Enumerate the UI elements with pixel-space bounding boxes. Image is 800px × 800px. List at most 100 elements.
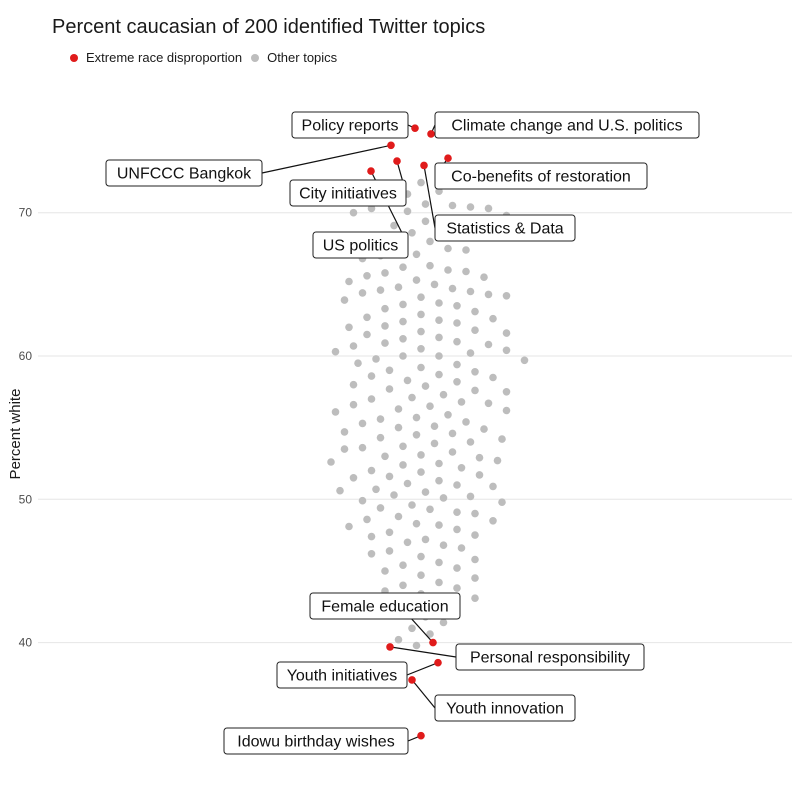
other-topic-point-37 — [448, 284, 457, 293]
label-text-co-benefits-of-restoration: Co-benefits of restoration — [451, 169, 631, 186]
other-topic-point-87 — [421, 382, 430, 390]
other-topic-point-55 — [453, 319, 461, 327]
other-topic-point-11 — [349, 208, 358, 217]
other-topic-point-144 — [498, 498, 506, 507]
other-topic-point-15 — [390, 221, 398, 230]
other-topic-point-90 — [502, 388, 511, 396]
label-box-policy-reports — [291, 111, 409, 139]
label-box-climate-change-and-u-s-politics — [434, 111, 700, 139]
other-topic-point-109 — [340, 428, 349, 436]
label-leader-lines — [261, 124, 457, 742]
other-topic-point-27 — [399, 263, 407, 272]
legend: Extreme race disproportion Other topics — [70, 50, 346, 65]
other-topic-point-131 — [385, 472, 394, 481]
other-topic-point-163 — [457, 544, 466, 552]
other-topic-point-61 — [363, 330, 371, 339]
other-topic-point-88 — [385, 385, 394, 393]
extreme-point-climate-change-and-u-s-politics — [427, 130, 435, 138]
other-topic-point-68 — [417, 345, 425, 353]
other-topic-point-66 — [484, 340, 493, 349]
other-topic-point-29 — [462, 267, 470, 276]
point-label-us-politics: US politics — [312, 231, 409, 259]
other-topic-point-77 — [453, 360, 461, 369]
other-topic-point-156 — [453, 525, 461, 534]
other-topic-point-175 — [399, 581, 407, 590]
other-topic-point-33 — [412, 276, 421, 284]
other-topic-point-58 — [471, 326, 479, 335]
other-topic-point-65 — [381, 339, 389, 347]
other-topic-point-28 — [444, 266, 452, 274]
other-topic-point-166 — [417, 552, 425, 561]
point-label-unfccc-bangkok: UNFCCC Bangkok — [105, 159, 263, 187]
other-topic-point-184 — [439, 618, 448, 627]
other-topic-point-54 — [399, 317, 407, 326]
other-topic-point-143 — [358, 496, 367, 505]
other-topic-point-51 — [363, 313, 371, 322]
other-topic-point-21 — [444, 244, 452, 253]
other-topic-point-31 — [363, 272, 371, 280]
other-topic-point-40 — [358, 289, 367, 297]
other-topic-point-149 — [471, 509, 479, 518]
other-topic-point-78 — [417, 363, 425, 372]
extreme-point-us-politics — [367, 167, 375, 175]
other-topic-point-107 — [394, 423, 403, 432]
label-box-youth-innovation — [434, 694, 576, 722]
other-topic-point-121 — [381, 452, 389, 461]
other-topic-point-174 — [435, 578, 443, 587]
other-topic-point-13 — [421, 217, 430, 226]
y-tick-labels: 40 50 60 70 — [19, 206, 33, 650]
other-topic-point-158 — [471, 531, 479, 539]
other-topic-point-98 — [394, 405, 403, 413]
other-topic-point-47 — [453, 302, 461, 310]
other-topic-point-85 — [453, 378, 461, 386]
other-topic-point-147 — [426, 505, 434, 514]
other-topic-point-152 — [489, 517, 497, 525]
other-topic-point-146 — [376, 504, 385, 512]
extreme-point-city-initiatives — [393, 157, 401, 165]
other-topic-point-74 — [372, 355, 380, 363]
other-topic-point-32 — [480, 273, 488, 282]
point-label-city-initiatives: City initiatives — [289, 179, 407, 207]
other-topic-point-142 — [439, 494, 448, 502]
other-topic-point-60 — [502, 329, 511, 337]
other-topic-point-187 — [394, 635, 403, 644]
other-topic-point-135 — [453, 481, 461, 489]
other-topic-point-172 — [417, 571, 425, 579]
other-topic-point-125 — [435, 459, 443, 468]
other-topic-point-108 — [480, 425, 488, 433]
other-topic-point-151 — [363, 515, 371, 524]
other-topic-point-69 — [502, 346, 511, 355]
other-topic-point-139 — [421, 488, 430, 496]
point-label-policy-reports: Policy reports — [291, 111, 409, 139]
label-box-female-education — [309, 592, 461, 620]
point-label-youth-innovation: Youth innovation — [434, 694, 576, 722]
y-tick-label-50: 50 — [19, 492, 33, 506]
other-topic-point-96 — [349, 400, 358, 409]
other-topic-point-64 — [453, 337, 461, 346]
other-topic-point-97 — [426, 402, 434, 411]
label-text-statistics-data: Statistics & Data — [446, 221, 563, 238]
legend-dot-red-icon — [70, 53, 78, 62]
label-text-youth-innovation: Youth innovation — [446, 701, 564, 718]
other-topic-point-36 — [394, 283, 403, 292]
legend-label-other: Other topics — [267, 50, 338, 65]
label-text-climate-change-and-u-s-politics: Climate change and U.S. politics — [451, 118, 682, 135]
leader-line-youth-initiatives — [406, 662, 439, 676]
other-topic-point-138 — [336, 486, 344, 495]
y-axis-label: Percent white — [7, 389, 24, 480]
point-label-statistics-data: Statistics & Data — [434, 214, 576, 242]
other-topic-point-46 — [399, 300, 407, 309]
other-topic-point-93 — [367, 395, 376, 403]
other-topic-point-128 — [367, 466, 376, 475]
other-topic-point-126 — [399, 461, 407, 469]
other-topic-point-164 — [385, 547, 394, 555]
point-label-idowu-birthday-wishes: Idowu birthday wishes — [223, 727, 409, 755]
other-topic-point-186 — [426, 630, 434, 638]
other-topic-point-127 — [457, 464, 466, 472]
y-tick-label-40: 40 — [19, 636, 33, 650]
other-topic-point-22 — [462, 246, 470, 254]
other-topic-point-84 — [403, 376, 412, 385]
other-topic-point-89 — [471, 386, 479, 395]
other-topic-point-43 — [417, 293, 425, 302]
other-topic-point-165 — [367, 550, 376, 558]
